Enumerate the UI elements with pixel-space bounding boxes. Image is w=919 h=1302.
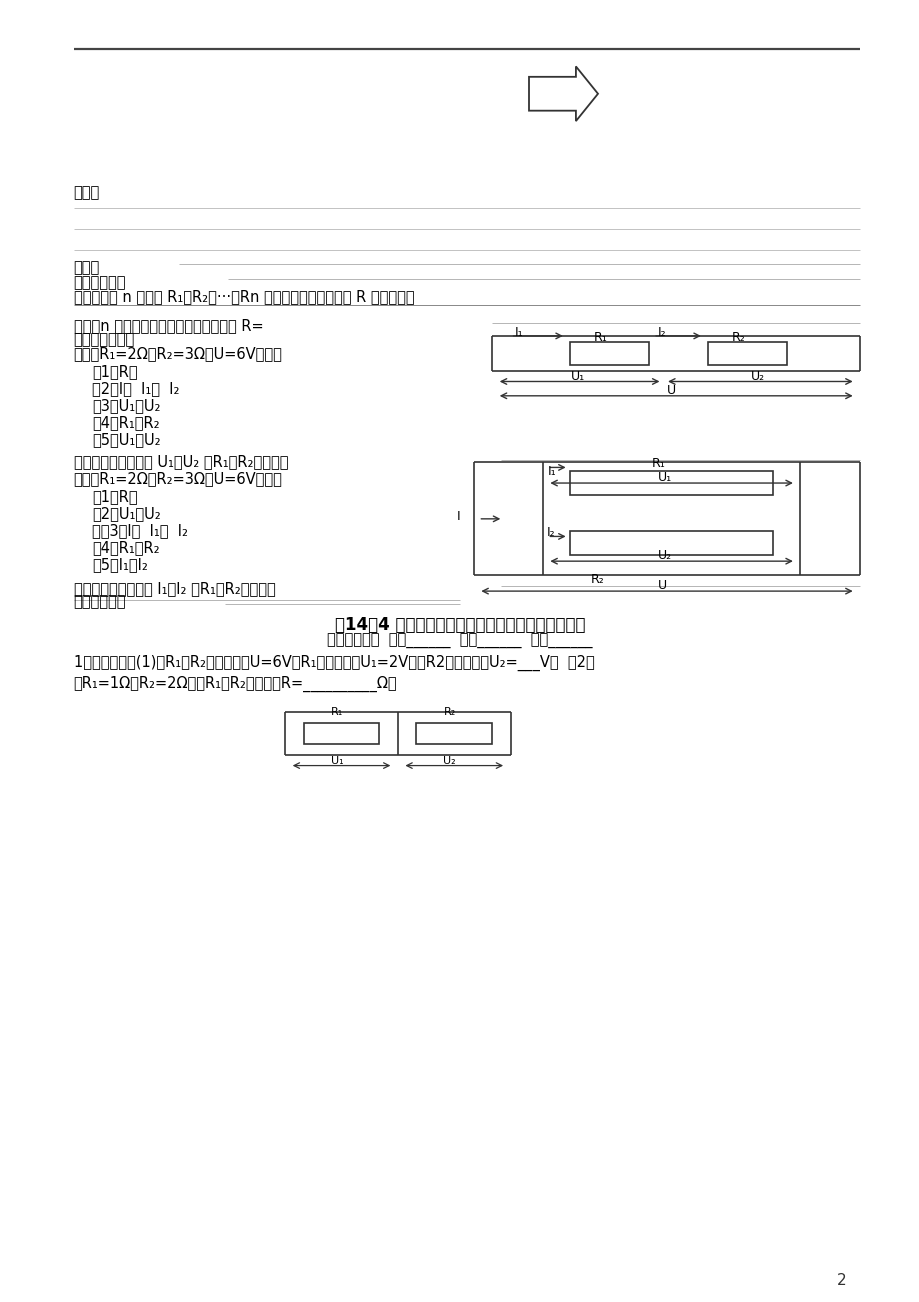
Text: （4）R₁：R₂: （4）R₁：R₂	[92, 540, 160, 556]
Text: I₂: I₂	[546, 526, 554, 539]
Text: 命题：徐高发  班级______  姓名______  学号______: 命题：徐高发 班级______ 姓名______ 学号______	[327, 634, 592, 650]
Text: R₁: R₁	[594, 331, 607, 344]
Bar	[570, 342, 648, 366]
Bar	[708, 342, 786, 366]
Text: U₂: U₂	[443, 756, 455, 767]
Text: U₁: U₁	[657, 471, 671, 484]
Text: R₁: R₁	[331, 707, 343, 717]
Text: 2: 2	[836, 1273, 845, 1289]
Text: U₁: U₁	[570, 370, 584, 383]
Text: U₂: U₂	[751, 370, 765, 383]
Text: （5）I₁：I₂: （5）I₁：I₂	[92, 557, 148, 573]
Text: （5）U₁：U₂: （5）U₁：U₂	[92, 432, 161, 448]
Text: 练习：n 个相同阻值的电阻并联，总电阻 R=: 练习：n 个相同阻值的电阻并联，总电阻 R=	[74, 318, 263, 333]
Text: 其物理意义：: 其物理意义：	[74, 275, 126, 290]
Text: R₁: R₁	[651, 457, 664, 470]
Text: 结论：: 结论：	[74, 260, 100, 276]
Text: R₂: R₂	[732, 331, 744, 344]
Text: （4）R₁：R₂: （4）R₁：R₂	[92, 415, 160, 431]
Text: 《14．4 欧姆定律的应用》课堂互动学习评价（二）: 《14．4 欧姆定律的应用》课堂互动学习评价（二）	[335, 616, 584, 634]
Text: （3）U₁；U₂: （3）U₁；U₂	[92, 398, 160, 414]
Text: （1）R并: （1）R并	[92, 490, 138, 505]
Text: 若R₁=1Ω，R₂=2Ω，则R₁与R₂的总电阻R=__________Ω．: 若R₁=1Ω，R₂=2Ω，则R₁与R₂的总电阻R=__________Ω．	[74, 676, 397, 691]
Text: I: I	[457, 509, 460, 522]
Text: U₁: U₁	[330, 756, 343, 767]
Text: 推广：若有 n 个电阻 R₁、R₂、···、Rn 并联，则它们的总电阻 R 等于多少？: 推广：若有 n 个电阻 R₁、R₂、···、Rn 并联，则它们的总电阻 R 等于…	[74, 289, 414, 305]
Text: R₂: R₂	[590, 573, 604, 586]
Text: I₁: I₁	[547, 465, 555, 478]
Text: （2）U₁；U₂: （2）U₁；U₂	[92, 506, 161, 522]
Text: 【教学反思】: 【教学反思】	[74, 594, 126, 609]
Bar	[416, 724, 492, 743]
Text: 1、如图所示，(1)若R₁、R₂的总电压为U=6V，R₁两端的电压U₁=2V，则R2两端的电压U₂=___V。  （2）: 1、如图所示，(1)若R₁、R₂的总电压为U=6V，R₁两端的电压U₁=2V，则…	[74, 655, 594, 671]
Text: U₂: U₂	[657, 549, 671, 562]
Text: U: U	[666, 384, 675, 397]
Text: （1）R串: （1）R串	[92, 365, 138, 380]
Bar	[570, 531, 772, 555]
Text: 如图：R₁=2Ω，R₂=3Ω，U=6V，求：: 如图：R₁=2Ω，R₂=3Ω，U=6V，求：	[74, 471, 282, 487]
Text: I₂: I₂	[657, 326, 665, 339]
Text: R₂: R₂	[443, 707, 456, 717]
Bar	[303, 724, 379, 743]
Text: 四、例题分析：: 四、例题分析：	[74, 332, 135, 348]
Text: 如图：R₁=2Ω，R₂=3Ω，U=6V，求：: 如图：R₁=2Ω，R₂=3Ω，U=6V，求：	[74, 346, 282, 362]
Text: ，（3）I；  I₁；  I₂: ，（3）I； I₁； I₂	[92, 523, 187, 539]
Text: 从计算结果中你发现 I₁：I₂ 与R₁：R₂的关系是: 从计算结果中你发现 I₁：I₂ 与R₁：R₂的关系是	[74, 581, 275, 596]
Text: 推导：: 推导：	[74, 185, 100, 201]
Text: U: U	[657, 579, 666, 592]
Text: I₁: I₁	[515, 326, 523, 339]
Text: 从计算结果中你发现 U₁：U₂ 与R₁：R₂的关系是: 从计算结果中你发现 U₁：U₂ 与R₁：R₂的关系是	[74, 454, 288, 470]
Text: （2）I；  I₁；  I₂: （2）I； I₁； I₂	[92, 381, 179, 397]
Polygon shape	[528, 66, 597, 121]
Bar	[570, 471, 772, 495]
